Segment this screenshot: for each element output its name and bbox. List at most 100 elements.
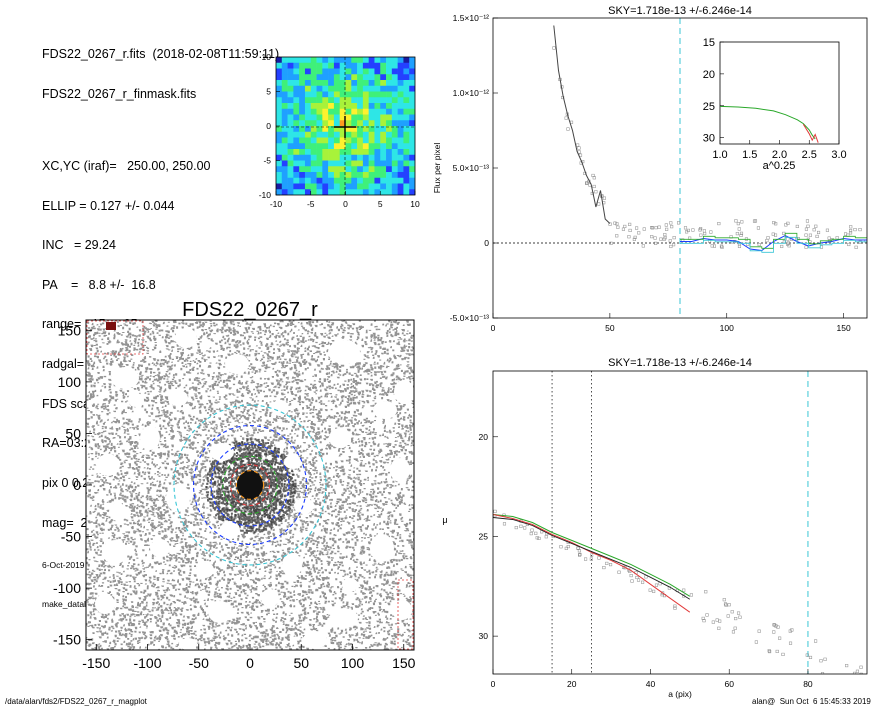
flux-sample-point [795,224,799,228]
thumbnail-cell [403,189,410,195]
mu-sample-point [529,532,533,536]
thumbnail-cell [345,160,352,167]
thumbnail-cell [310,166,317,173]
thumbnail-cell [357,74,364,81]
thumbnail-cell [322,172,329,179]
thumbnail-cell [397,143,404,150]
image-xtick-label: 100 [341,655,365,671]
thumbnail-cell [276,154,283,161]
thumbnail-cell [357,154,364,161]
thumbnail-cell [380,160,387,167]
thumbnail-cell [386,108,393,115]
thumbnail-cell [397,80,404,87]
thumbnail-cell [362,189,369,195]
thumbnail-cell [386,149,393,156]
thumbnail-cell [391,57,398,64]
thumbnail-cell [322,137,329,144]
thumbnail-cell [328,91,335,98]
thumbnail-cell [357,126,364,133]
thumbnail-cell [333,131,341,138]
inset-ytick-label: 20 [703,69,715,81]
mu-sample-point [636,578,641,582]
thumbnail-cell [403,131,410,138]
inset-xtick-label: 1.0 [712,149,727,161]
thumbnail-cell [281,62,288,69]
thumbnail-cell [299,80,306,87]
thumbnail-cell [351,74,358,81]
flux-sample-point [702,229,706,233]
thumbnail-cell [316,126,323,133]
thumbnail-cell [310,68,317,75]
flux-sample-point [672,243,676,247]
flux-sample-point [632,237,636,241]
thumbnail-cell [386,154,393,161]
thumbnail-cell [287,62,294,69]
mu-sample-point [630,579,634,583]
mask-blob [140,426,160,450]
thumbnail-cell [368,160,375,167]
thumbnail-cell [357,172,364,179]
image-xtick-label: -50 [189,655,209,671]
thumbnail-cell [310,177,317,184]
thumbnail-cell [368,103,375,110]
thumbnail-cell [374,149,381,156]
thumbnail-cell [316,143,323,150]
thumbnail-cell [281,189,288,195]
thumbnail-cell [293,143,300,150]
thumbnail-cell [391,114,398,121]
thumbnail-cell [397,74,404,81]
thumbnail-cell [362,166,369,173]
mask-blob [261,589,279,607]
flux-sample-point [615,234,619,238]
thumbnail-cell [397,97,404,104]
thumbnail-cell [351,172,358,179]
thumbnail-cell [287,57,294,64]
thumbnail-cell [304,114,312,121]
thumbnail-cell [362,74,369,81]
thumbnail-cell [368,85,375,92]
thumbnail-cell [380,114,387,121]
thumbnail-cell [322,189,329,195]
thumbnail-cell [304,108,312,115]
flux-sample-point [849,225,853,229]
thumbnail-cell [374,160,381,167]
flux-sample-point [710,244,714,248]
thumbnail-cell [397,85,404,92]
mask-blob [392,600,412,620]
thumbnail-cell [276,183,283,190]
thumbnail-cell [281,91,288,98]
flux-xtick-label: 100 [720,323,734,333]
thumbnail-cell [374,126,381,133]
thumbnail-cell [304,120,312,127]
inset-ytick-label: 30 [703,133,715,145]
thumbnail-cell [293,177,300,184]
mu-sample-point [768,650,772,654]
flux-sample-point [739,231,744,235]
thumbnail-cell [310,154,317,161]
thumbnail-cell [287,74,294,81]
thumbnail-cell [351,166,358,173]
thumbnail-cell [310,149,317,156]
thumbnail-cell [339,120,346,127]
flux-sample-point [712,244,716,248]
image-xtick-label: -150 [82,655,110,671]
flux-sample-point [703,232,707,236]
thumbnail-cell [333,154,341,161]
mu-sample-point [559,545,563,549]
thumbnail-cell [287,91,294,98]
thumbnail-cell [397,103,404,110]
mu-sample-point [736,611,741,615]
thumbnail-cell [345,149,352,156]
thumbnail-cell [391,137,398,144]
thumbnail-cell [374,91,381,98]
thumbnail-cell [322,149,329,156]
thumbnail-cell [345,74,352,81]
thumbnail-cell [403,177,410,184]
thumbnail-cell [386,62,393,69]
mask-blob [284,455,302,469]
thumbnail-cell [328,85,335,92]
thumbnail-cell [339,154,346,161]
thumbnail-cell [287,137,294,144]
mu-ytick-label: 30 [479,631,489,641]
thumbnail-cell [409,57,415,64]
